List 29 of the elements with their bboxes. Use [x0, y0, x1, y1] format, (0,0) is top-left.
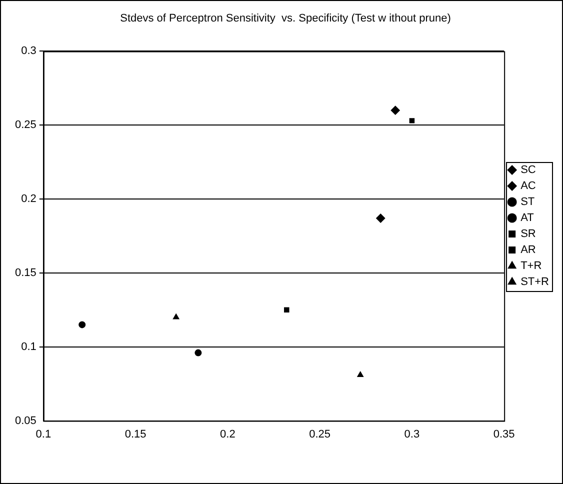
point [78, 321, 86, 328]
legend-label: SC [520, 164, 536, 176]
y-tick-label: 0.1 [21, 340, 36, 353]
point [172, 314, 180, 320]
x-tick-label: 0.15 [124, 428, 146, 440]
point [409, 118, 415, 124]
y-tick-label: 0.05 [14, 414, 36, 427]
point [376, 214, 386, 223]
y-tick-label: 0.15 [14, 266, 36, 279]
x-tick-label: 0.2 [220, 428, 236, 440]
legend-label: AT [520, 212, 534, 224]
point [390, 106, 400, 115]
chart-title: Stdevs of Perceptron Sensitivity vs. Specificity (Test w ithout prune) [120, 12, 451, 25]
y-tick-label: 0.2 [21, 193, 36, 206]
x-tick-label: 0.25 [309, 428, 331, 440]
y-tick-label: 0.25 [14, 119, 36, 132]
x-tick-label: 0.1 [36, 428, 52, 440]
x-tick-label: 0.35 [493, 428, 515, 440]
legend-label: AR [520, 244, 536, 256]
legend-label: T+R [520, 260, 542, 272]
legend-label: AC [520, 180, 536, 192]
legend-label: ST [520, 196, 535, 208]
point [357, 371, 364, 377]
point [194, 349, 202, 356]
y-tick-label: 0.3 [21, 45, 36, 58]
legend-label: SR [520, 228, 536, 240]
legend-label: ST+R [520, 276, 550, 288]
point [284, 307, 290, 313]
x-tick-label: 0.3 [404, 428, 420, 440]
